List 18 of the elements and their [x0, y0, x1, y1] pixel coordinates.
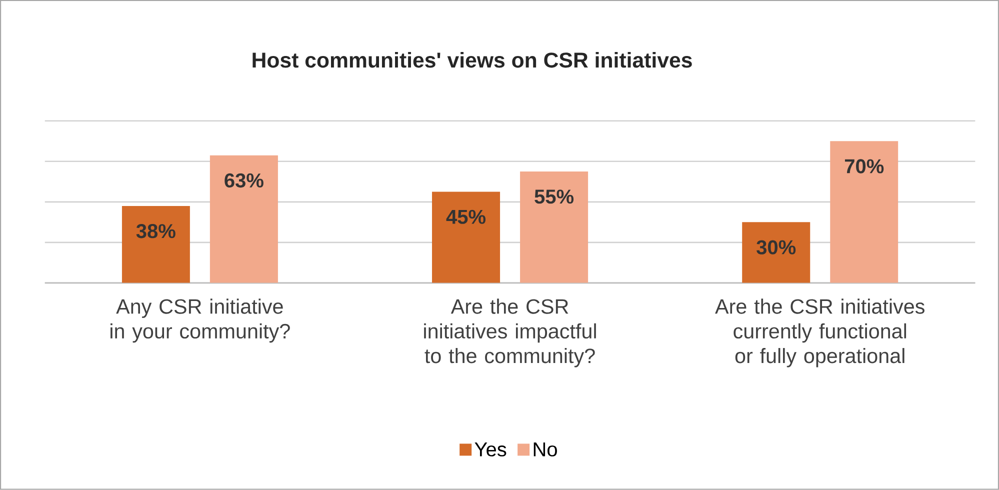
data-label: 63%: [224, 173, 264, 188]
bar: [830, 141, 898, 283]
bar: [122, 206, 190, 283]
data-label: 45%: [446, 210, 486, 224]
chart-title: Host communities' views on CSR initiatives: [252, 52, 692, 68]
bar: [210, 155, 278, 283]
x-tick-label: Are the CSR initiatives impactful to the community?: [424, 298, 596, 368]
data-label: 70%: [844, 159, 884, 174]
bar: [432, 192, 500, 283]
legend-label: No: [534, 442, 557, 456]
bar: [520, 172, 588, 283]
x-tick-label: Are the CSR initiatives currently functional or fully operational: [715, 298, 924, 368]
legend-label: Yes: [474, 442, 506, 456]
data-label: 55%: [534, 190, 574, 204]
data-label: 38%: [136, 224, 176, 238]
x-tick-label: Any CSR initiative in your community?: [110, 298, 290, 343]
bar: [742, 222, 810, 283]
data-label: 30%: [756, 240, 796, 254]
